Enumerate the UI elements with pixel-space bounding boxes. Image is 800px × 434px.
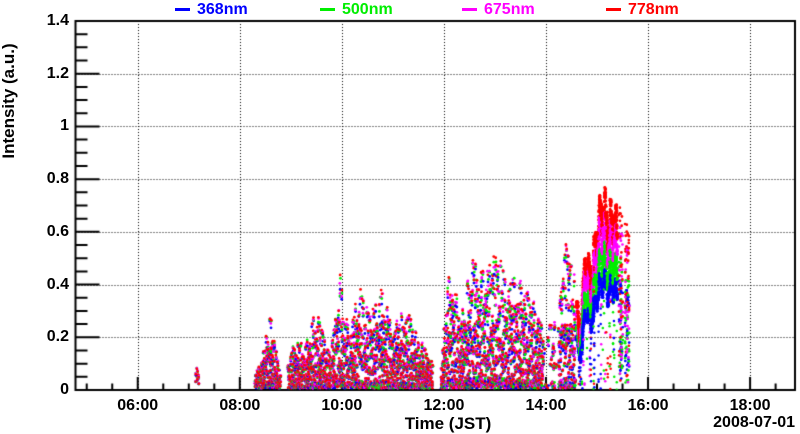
- y-tick-label: 0.8: [46, 170, 69, 188]
- legend-item-675nm: 675nm: [462, 1, 535, 18]
- y-tick-label: 0.4: [46, 275, 69, 293]
- date-annotation: 2008-07-01: [713, 414, 795, 431]
- legend-label: 778nm: [628, 1, 679, 18]
- y-tick-label: 1.4: [46, 12, 69, 29]
- y-tick-label: 0.2: [46, 328, 69, 346]
- legend-line-marker: [175, 8, 190, 11]
- x-tick-label: 06:00: [117, 397, 159, 414]
- legend-label: 500nm: [342, 1, 393, 18]
- legend-label: 368nm: [197, 1, 248, 18]
- y-tick-label: 1: [60, 117, 69, 135]
- x-tick-label: 16:00: [627, 397, 669, 414]
- x-tick-label: 12:00: [423, 397, 465, 414]
- legend-line-marker: [606, 8, 621, 11]
- x-tick-label: 14:00: [525, 397, 567, 414]
- x-tick-label: 10:00: [321, 397, 363, 414]
- x-tick-label: 18:00: [729, 397, 771, 414]
- legend-label: 675nm: [484, 1, 535, 18]
- y-tick-label: 0.6: [46, 222, 69, 240]
- legend-item-500nm: 500nm: [320, 1, 393, 18]
- x-axis-title: Time (JST): [404, 414, 492, 433]
- legend-line-marker: [320, 8, 335, 11]
- y-axis-title: Intensity (a.u.): [0, 43, 18, 159]
- legend-item-778nm: 778nm: [606, 1, 679, 18]
- legend-item-368nm: 368nm: [175, 1, 248, 18]
- x-tick-label: 08:00: [219, 397, 261, 414]
- legend-line-marker: [462, 8, 477, 11]
- y-tick-label: 0: [60, 381, 69, 398]
- y-tick-label: 1.2: [46, 64, 69, 82]
